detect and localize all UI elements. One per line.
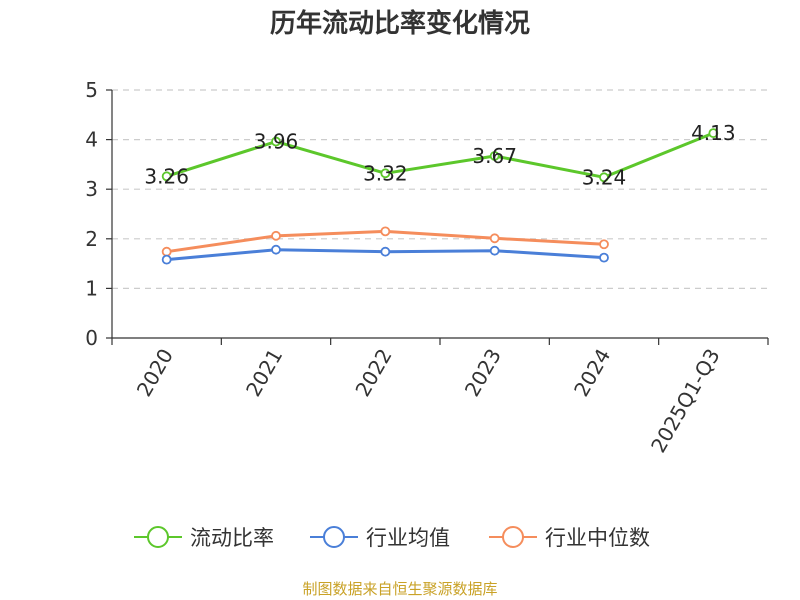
x-tick-label: 2021: [241, 345, 287, 401]
legend-label: 行业中位数: [545, 526, 650, 550]
y-tick-label: 5: [85, 78, 98, 102]
legend-label: 行业均值: [366, 526, 450, 550]
x-tick-label: 2023: [460, 344, 506, 400]
data-label: 3.32: [363, 161, 408, 185]
data-label: 3.24: [582, 165, 627, 189]
data-label: 4.13: [691, 121, 736, 145]
gridlines: [112, 89, 768, 289]
data-point: [161, 246, 172, 257]
x-tick-label: 2024: [569, 345, 615, 401]
chart-title: 历年流动比率变化情况: [270, 8, 530, 39]
x-tick-label: 2022: [350, 345, 396, 401]
x-tick-label: 2020: [132, 345, 178, 401]
y-tick-label: 3: [85, 177, 98, 201]
y-tick-label: 2: [85, 227, 98, 251]
data-point: [380, 226, 391, 237]
data-point: [380, 246, 391, 257]
data-point: [489, 233, 500, 244]
data-point: [271, 136, 281, 147]
axes: 0 1 2 3 4 5 2020 2021 2022 2023 2024 2025Q1-Q3: [85, 78, 769, 457]
y-tick-label: 4: [85, 128, 98, 152]
data-point: [380, 168, 391, 179]
data-point: [599, 172, 609, 183]
legend-label: 流动比率: [190, 526, 274, 550]
y-tick-label: 1: [85, 276, 98, 300]
data-label: 3.96: [254, 130, 299, 154]
data-point: [161, 254, 172, 265]
data-label: 3.67: [472, 144, 517, 168]
x-tick-label: 2025Q1-Q3: [646, 345, 725, 457]
data-point: [489, 245, 500, 256]
legend-marker: [502, 526, 524, 548]
data-point: [708, 128, 719, 139]
legend: 流动比率 行业均值 行业中位数: [134, 526, 650, 550]
data-point: [161, 171, 172, 182]
data-point: [271, 244, 281, 255]
legend-marker: [147, 526, 169, 548]
series-group: 3.26 3.96 3.32 3.67 3.24 4.13: [144, 121, 736, 265]
data-point: [271, 230, 281, 241]
y-tick-label: 0: [85, 326, 98, 350]
legend-marker: [323, 526, 345, 548]
data-point: [489, 151, 500, 161]
source-note: 制图数据来自恒生聚源数据库: [302, 580, 497, 598]
data-label: 3.26: [144, 164, 189, 188]
data-point: [599, 239, 609, 250]
series-line: [166, 131, 714, 179]
data-point: [599, 252, 609, 263]
